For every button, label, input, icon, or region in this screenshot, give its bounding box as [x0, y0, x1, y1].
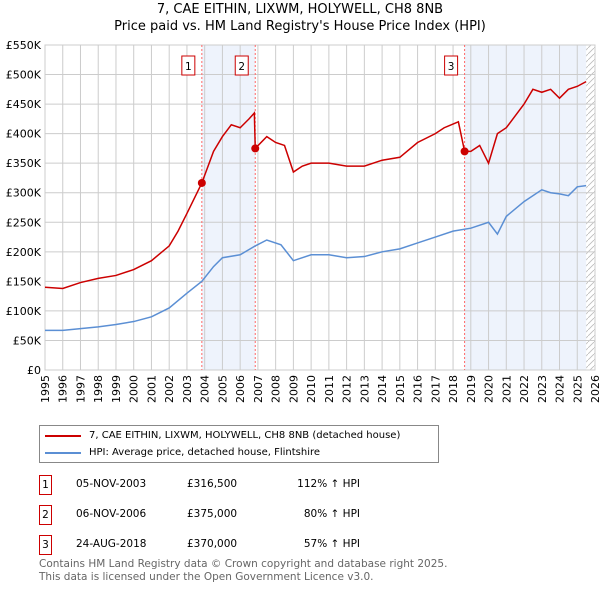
x-tick-label: 2003 [181, 375, 194, 403]
x-tick-label: 2001 [145, 375, 158, 403]
sale-badge: 2 [39, 505, 52, 525]
y-tick-label: £350K [6, 157, 42, 170]
hpi-change: 112% ↑ HPI [297, 478, 360, 490]
x-tick-label: 2014 [376, 375, 389, 403]
sale-badge-label: 3 [448, 61, 455, 73]
y-tick-label: £450K [6, 98, 42, 111]
x-tick-label: 2019 [465, 375, 478, 403]
sale-date: 24-AUG-2018 [76, 538, 147, 550]
x-tick-label: 2020 [483, 375, 496, 403]
x-tick-label: 2026 [589, 375, 600, 403]
footer: Contains HM Land Registry data © Crown c… [39, 558, 447, 584]
sale-badge: 1 [39, 475, 52, 495]
sale-badge [181, 55, 196, 76]
series-line [44, 80, 587, 290]
chart-subtitle: Price paid vs. HM Land Registry's House … [114, 19, 486, 34]
plot-border [44, 44, 596, 371]
x-tick-label: 2009 [287, 375, 300, 403]
table-row: 1 05-NOV-2003 £316,500 112% ↑ HPI [39, 475, 459, 495]
sale-date: 05-NOV-2003 [76, 478, 147, 490]
x-tick-label: 2010 [305, 375, 318, 403]
y-tick-label: £50K [13, 334, 42, 347]
y-tick-label: £400K [6, 128, 42, 141]
sale-badge: 3 [39, 535, 52, 555]
x-tick-label: 1999 [110, 375, 123, 403]
table-row: 2 06-NOV-2006 £375,000 80% ↑ HPI [39, 505, 459, 525]
shaded-period [201, 45, 256, 370]
sale-price: £316,500 [187, 478, 238, 490]
x-tick-label: 2025 [571, 375, 584, 403]
x-tick-label: 2012 [341, 375, 354, 403]
hpi-change: 57% ↑ HPI [303, 538, 360, 550]
x-tick-label: 2017 [429, 375, 442, 403]
x-tick-label: 2006 [234, 375, 247, 403]
shaded-period [464, 45, 587, 370]
hpi-change: 80% ↑ HPI [303, 508, 360, 520]
x-tick-label: 1995 [39, 375, 52, 403]
y-tick-label: £200K [6, 246, 42, 259]
sale-point [197, 178, 206, 187]
y-tick-label: £0 [27, 364, 41, 377]
sale-date: 06-NOV-2006 [76, 508, 147, 520]
y-tick-label: £500K [6, 69, 42, 82]
table-row: 3 24-AUG-2018 £370,000 57% ↑ HPI [39, 535, 459, 555]
red-line-swatch [45, 434, 81, 437]
series-line [45, 184, 587, 332]
sale-badge [444, 55, 459, 76]
y-tick-label: £100K [6, 305, 42, 318]
x-tick-label: 2024 [554, 375, 567, 403]
x-tick-label: 2023 [536, 375, 549, 403]
forecast-hatch [586, 45, 595, 370]
y-tick-label: £550K [6, 39, 42, 52]
sale-price: £375,000 [187, 508, 238, 520]
x-tick-label: 2011 [323, 375, 336, 403]
x-tick-label: 2021 [500, 375, 513, 403]
y-tick-label: £300K [6, 187, 42, 200]
legend-label: HPI: Average price, detached house, Flin… [89, 447, 321, 458]
x-tick-label: 2018 [447, 375, 460, 403]
x-tick-label: 2002 [163, 375, 176, 403]
legend: 7, CAE EITHIN, LIXWM, HOLYWELL, CH8 8NB … [39, 425, 439, 463]
legend-item-property: 7, CAE EITHIN, LIXWM, HOLYWELL, CH8 8NB … [45, 429, 400, 442]
legend-item-hpi: HPI: Average price, detached house, Flin… [45, 446, 320, 459]
x-tick-label: 2000 [128, 375, 141, 403]
y-tick-label: £150K [6, 275, 42, 288]
x-tick-label: 2004 [199, 375, 212, 403]
x-tick-label: 1998 [92, 375, 105, 403]
sale-badge-label: 1 [185, 61, 192, 73]
sale-badge [234, 55, 249, 76]
x-tick-label: 2005 [216, 375, 229, 403]
x-tick-label: 2013 [358, 375, 371, 403]
legend-label: 7, CAE EITHIN, LIXWM, HOLYWELL, CH8 8NB … [89, 430, 401, 441]
footer-line: Contains HM Land Registry data © Crown c… [39, 558, 448, 570]
footer-line: This data is licensed under the Open Gov… [39, 571, 374, 583]
blue-line-swatch [45, 451, 81, 454]
sale-badge-label: 2 [238, 61, 245, 73]
sale-price: £370,000 [187, 538, 238, 550]
sale-point [460, 147, 469, 156]
x-tick-label: 2022 [518, 375, 531, 403]
x-tick-label: 1996 [57, 375, 70, 403]
y-tick-label: £250K [6, 216, 42, 229]
x-tick-label: 2008 [270, 375, 283, 403]
sale-point [251, 144, 260, 153]
x-tick-label: 2015 [394, 375, 407, 403]
x-tick-label: 1997 [74, 375, 87, 403]
x-tick-label: 2016 [412, 375, 425, 403]
plot-area: 1995 1996 1997 1998 1999 2000 2001 2002 2003 2004… [6, 39, 600, 403]
x-tick-label: 2007 [252, 375, 265, 403]
chart-title: 7, CAE EITHIN, LIXWM, HOLYWELL, CH8 8NB [156, 2, 444, 17]
